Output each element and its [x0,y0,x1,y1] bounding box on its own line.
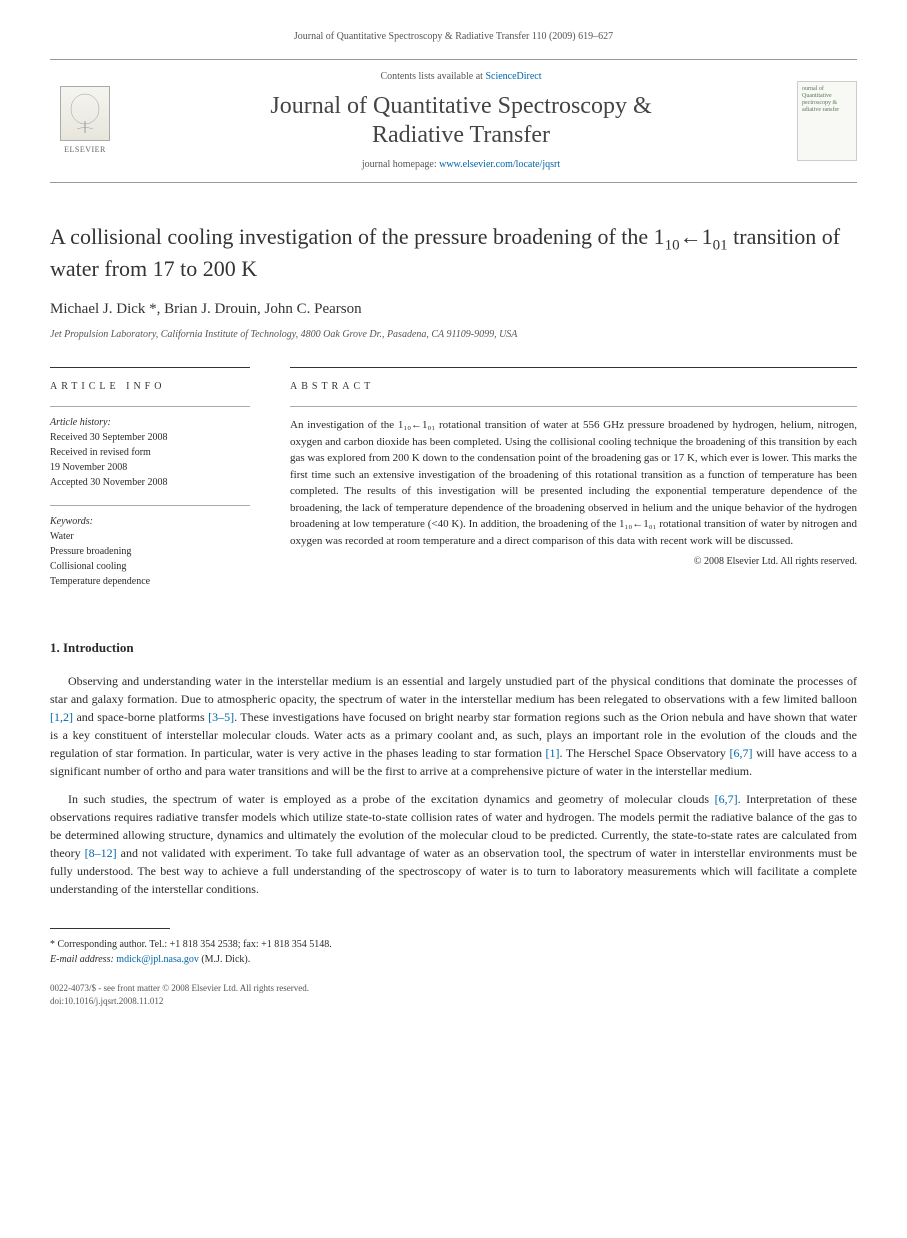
publisher-name: ELSEVIER [64,144,106,155]
body-paragraph: Observing and understanding water in the… [50,672,857,780]
abstract-text: An investigation of the 1₁₀←1₀₁ rotation… [290,406,857,549]
title-text: A collisional cooling investigation of t… [50,224,665,249]
masthead: ELSEVIER Contents lists available at Sci… [50,59,857,183]
title-arrow: ← [680,224,702,249]
abstract-column: ABSTRACT An investigation of the 1₁₀←1₀₁… [290,367,857,604]
footnote-separator [50,928,170,929]
title-text: 1 [702,224,713,249]
info-abstract-row: ARTICLE INFO Article history: Received 3… [50,367,857,604]
email-label: E-mail address: [50,954,116,965]
contents-available: Contents lists available at ScienceDirec… [140,70,782,84]
journal-name: Journal of Quantitative Spectroscopy & R… [140,92,782,150]
article-title: A collisional cooling investigation of t… [50,223,857,284]
citation-link[interactable]: [6,7] [715,792,738,806]
keyword: Collisional cooling [50,559,250,574]
homepage-link[interactable]: www.elsevier.com/locate/jqsrt [439,159,560,170]
citation-link[interactable]: [8–12] [85,846,117,860]
header-citation: Journal of Quantitative Spectroscopy & R… [50,30,857,44]
citation-link[interactable]: [3–5] [208,710,234,724]
body-text: and not validated with experiment. To ta… [50,846,857,896]
citation-link[interactable]: [6,7] [729,746,752,760]
affiliation: Jet Propulsion Laboratory, California In… [50,328,857,342]
abstract-copyright: © 2008 Elsevier Ltd. All rights reserved… [290,555,857,569]
masthead-center: Contents lists available at ScienceDirec… [140,70,782,172]
body-text: and space-borne platforms [73,710,208,724]
article-history-block: Article history: Received 30 September 2… [50,406,250,490]
keyword: Temperature dependence [50,574,250,589]
section-heading: 1. Introduction [50,639,857,657]
footer-info: 0022-4073/$ - see front matter © 2008 El… [50,982,857,1007]
accepted-date: Accepted 30 November 2008 [50,475,250,490]
corresponding-info: * Corresponding author. Tel.: +1 818 354… [50,937,857,952]
corresponding-author-footnote: * Corresponding author. Tel.: +1 818 354… [50,937,857,967]
citation-link[interactable]: [1,2] [50,710,73,724]
history-label: Article history: [50,415,250,430]
homepage-line: journal homepage: www.elsevier.com/locat… [140,158,782,172]
journal-name-line2: Radiative Transfer [372,122,550,148]
body-text: Observing and understanding water in the… [50,674,857,706]
article-info-column: ARTICLE INFO Article history: Received 3… [50,367,250,604]
received-date: Received 30 September 2008 [50,430,250,445]
article-info-heading: ARTICLE INFO [50,367,250,394]
body-paragraph: In such studies, the spectrum of water i… [50,790,857,898]
issn-line: 0022-4073/$ - see front matter © 2008 El… [50,982,857,995]
abstract-heading: ABSTRACT [290,367,857,394]
title-subscript: 01 [713,237,728,253]
title-subscript: 10 [665,237,680,253]
doi-line: doi:10.1016/j.jqsrt.2008.11.012 [50,995,857,1008]
citation-link[interactable]: [1] [546,746,560,760]
authors: Michael J. Dick *, Brian J. Drouin, John… [50,299,857,320]
keyword: Pressure broadening [50,544,250,559]
email-line: E-mail address: mdick@jpl.nasa.gov (M.J.… [50,952,857,967]
contents-prefix: Contents lists available at [380,71,485,82]
body-text: In such studies, the spectrum of water i… [68,792,715,806]
homepage-prefix: journal homepage: [362,159,439,170]
sciencedirect-link[interactable]: ScienceDirect [485,71,541,82]
revised-date: 19 November 2008 [50,460,250,475]
elsevier-tree-icon [60,86,110,141]
revised-label: Received in revised form [50,445,250,460]
publisher-logo: ELSEVIER [50,83,120,158]
journal-cover-thumbnail: ournal of Quantitative pectroscopy & adi… [797,81,857,161]
journal-name-line1: Journal of Quantitative Spectroscopy & [270,93,651,119]
keywords-label: Keywords: [50,514,250,529]
body-text: . The Herschel Space Observatory [560,746,730,760]
email-link[interactable]: mdick@jpl.nasa.gov [116,954,199,965]
keyword: Water [50,529,250,544]
keywords-block: Keywords: Water Pressure broadening Coll… [50,505,250,589]
email-suffix: (M.J. Dick). [199,954,250,965]
